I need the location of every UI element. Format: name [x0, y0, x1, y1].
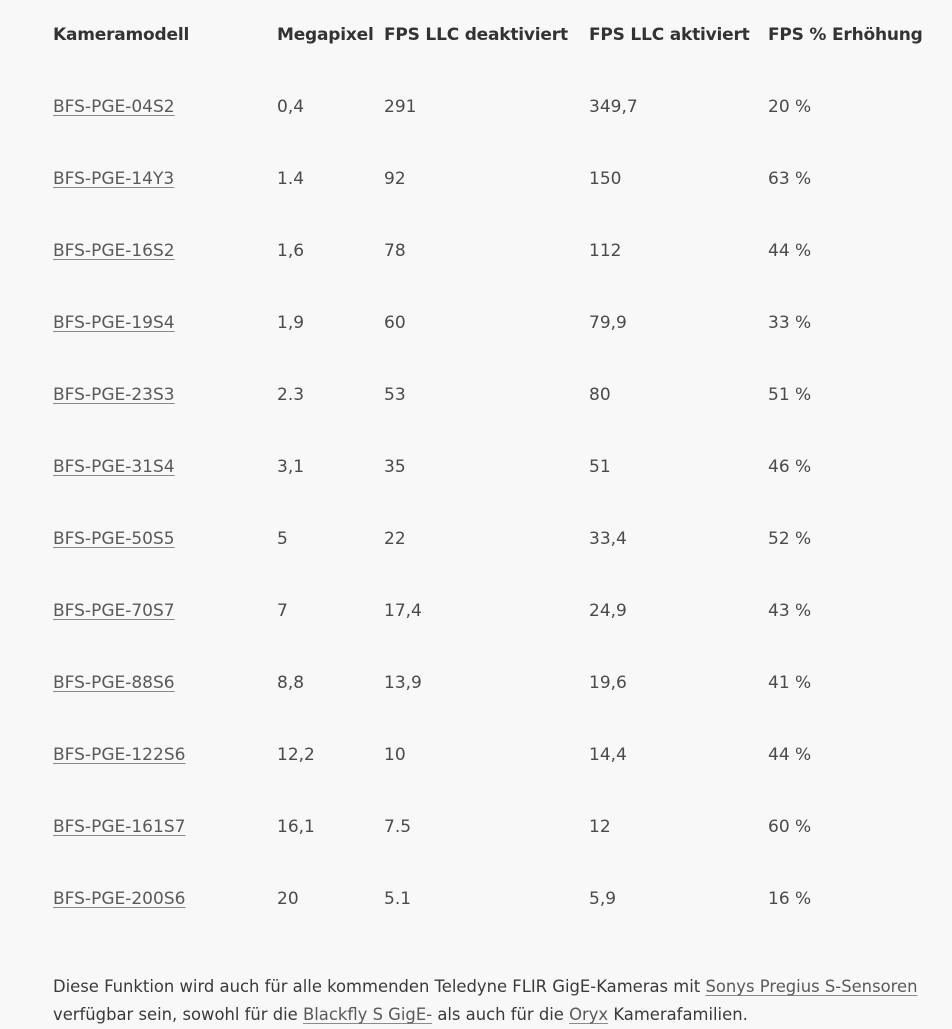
- megapixel-cell: 2.3: [277, 385, 305, 405]
- table-row: BFS-PGE-31S4 3,1 35 51 46 %: [0, 430, 952, 502]
- fps-off-cell: 53: [384, 385, 406, 405]
- footer-text: als auch für die: [432, 1005, 570, 1025]
- megapixel-cell: 7: [277, 601, 288, 621]
- fps-on-cell: 14,4: [589, 745, 627, 765]
- megapixel-cell: 0,4: [277, 97, 305, 117]
- link-sony-pregius-s[interactable]: Sonys Pregius S-Sensoren: [705, 977, 918, 997]
- fps-off-cell: 35: [384, 457, 406, 477]
- model-link[interactable]: BFS-PGE-16S2: [53, 241, 175, 261]
- fps-on-cell: 12: [589, 817, 611, 837]
- footer-text: Kamerafamilien.: [608, 1005, 748, 1025]
- increase-cell: 44 %: [768, 241, 812, 261]
- model-link[interactable]: BFS-PGE-31S4: [53, 457, 175, 477]
- fps-on-cell: 112: [589, 241, 622, 261]
- table-row: BFS-PGE-50S5 5 22 33,4 52 %: [0, 502, 952, 574]
- link-blackfly-s-gige[interactable]: Blackfly S GigE-: [302, 1005, 433, 1025]
- model-link[interactable]: BFS-PGE-88S6: [53, 673, 175, 693]
- table-row: BFS-PGE-122S6 12,2 10 14,4 44 %: [0, 718, 952, 790]
- model-link[interactable]: BFS-PGE-161S7: [53, 817, 186, 837]
- header-fps-erhoehung: FPS % Erhöhung: [768, 25, 923, 45]
- table-row: BFS-PGE-14Y3 1.4 92 150 63 %: [0, 142, 952, 214]
- table-row: BFS-PGE-19S4 1,9 60 79,9 33 %: [0, 286, 952, 358]
- camera-table: Kameramodell Megapixel FPS LLC deaktivie…: [0, 0, 952, 934]
- increase-cell: 51 %: [768, 385, 812, 405]
- megapixel-cell: 3,1: [277, 457, 305, 477]
- megapixel-cell: 12,2: [277, 745, 315, 765]
- increase-cell: 43 %: [768, 601, 812, 621]
- megapixel-cell: 16,1: [277, 817, 315, 837]
- model-link[interactable]: BFS-PGE-04S2: [53, 97, 175, 117]
- fps-on-cell: 349,7: [589, 97, 638, 117]
- increase-cell: 63 %: [768, 169, 812, 189]
- model-link[interactable]: BFS-PGE-70S7: [53, 601, 175, 621]
- fps-on-cell: 51: [589, 457, 611, 477]
- fps-off-cell: 92: [384, 169, 406, 189]
- model-link[interactable]: BFS-PGE-200S6: [53, 889, 186, 909]
- table-row: BFS-PGE-23S3 2.3 53 80 51 %: [0, 358, 952, 430]
- fps-off-cell: 5.1: [384, 889, 412, 909]
- fps-off-cell: 78: [384, 241, 406, 261]
- fps-off-cell: 10: [384, 745, 406, 765]
- fps-off-cell: 60: [384, 313, 406, 333]
- model-link[interactable]: BFS-PGE-50S5: [53, 529, 175, 549]
- fps-on-cell: 19,6: [589, 673, 627, 693]
- table-row: BFS-PGE-88S6 8,8 13,9 19,6 41 %: [0, 646, 952, 718]
- fps-on-cell: 33,4: [589, 529, 627, 549]
- table-row: BFS-PGE-161S7 16,1 7.5 12 60 %: [0, 790, 952, 862]
- header-fps-llc-deaktiviert: FPS LLC deaktiviert: [384, 25, 568, 45]
- increase-cell: 33 %: [768, 313, 812, 333]
- table-row: BFS-PGE-70S7 7 17,4 24,9 43 %: [0, 574, 952, 646]
- fps-off-cell: 291: [384, 97, 417, 117]
- fps-on-cell: 5,9: [589, 889, 617, 909]
- table-row: BFS-PGE-200S6 20 5.1 5,9 16 %: [0, 862, 952, 934]
- fps-off-cell: 13,9: [384, 673, 422, 693]
- megapixel-cell: 1,9: [277, 313, 305, 333]
- increase-cell: 41 %: [768, 673, 812, 693]
- model-link[interactable]: BFS-PGE-23S3: [53, 385, 175, 405]
- table-row: BFS-PGE-16S2 1,6 78 112 44 %: [0, 214, 952, 286]
- increase-cell: 44 %: [768, 745, 812, 765]
- header-kameramodell: Kameramodell: [53, 25, 190, 45]
- fps-on-cell: 80: [589, 385, 611, 405]
- footer-text: Diese Funktion wird auch für alle kommen…: [53, 977, 706, 997]
- fps-on-cell: 24,9: [589, 601, 627, 621]
- header-fps-llc-aktiviert: FPS LLC aktiviert: [589, 25, 750, 45]
- model-link[interactable]: BFS-PGE-122S6: [53, 745, 186, 765]
- increase-cell: 60 %: [768, 817, 812, 837]
- increase-cell: 20 %: [768, 97, 812, 117]
- fps-off-cell: 7.5: [384, 817, 412, 837]
- fps-off-cell: 17,4: [384, 601, 422, 621]
- table-header-row: Kameramodell Megapixel FPS LLC deaktivie…: [0, 0, 952, 70]
- fps-on-cell: 150: [589, 169, 622, 189]
- link-oryx[interactable]: Oryx: [569, 1005, 609, 1025]
- increase-cell: 52 %: [768, 529, 812, 549]
- model-link[interactable]: BFS-PGE-19S4: [53, 313, 175, 333]
- fps-on-cell: 79,9: [589, 313, 627, 333]
- fps-off-cell: 22: [384, 529, 406, 549]
- footer-paragraph: Diese Funktion wird auch für alle kommen…: [53, 973, 933, 1029]
- footer-text: verfügbar sein, sowohl für die: [53, 1005, 303, 1025]
- megapixel-cell: 1,6: [277, 241, 305, 261]
- increase-cell: 16 %: [768, 889, 812, 909]
- increase-cell: 46 %: [768, 457, 812, 477]
- megapixel-cell: 5: [277, 529, 288, 549]
- megapixel-cell: 8,8: [277, 673, 305, 693]
- megapixel-cell: 20: [277, 889, 299, 909]
- megapixel-cell: 1.4: [277, 169, 305, 189]
- header-megapixel: Megapixel: [277, 25, 374, 45]
- table-row: BFS-PGE-04S2 0,4 291 349,7 20 %: [0, 70, 952, 142]
- model-link[interactable]: BFS-PGE-14Y3: [53, 169, 175, 189]
